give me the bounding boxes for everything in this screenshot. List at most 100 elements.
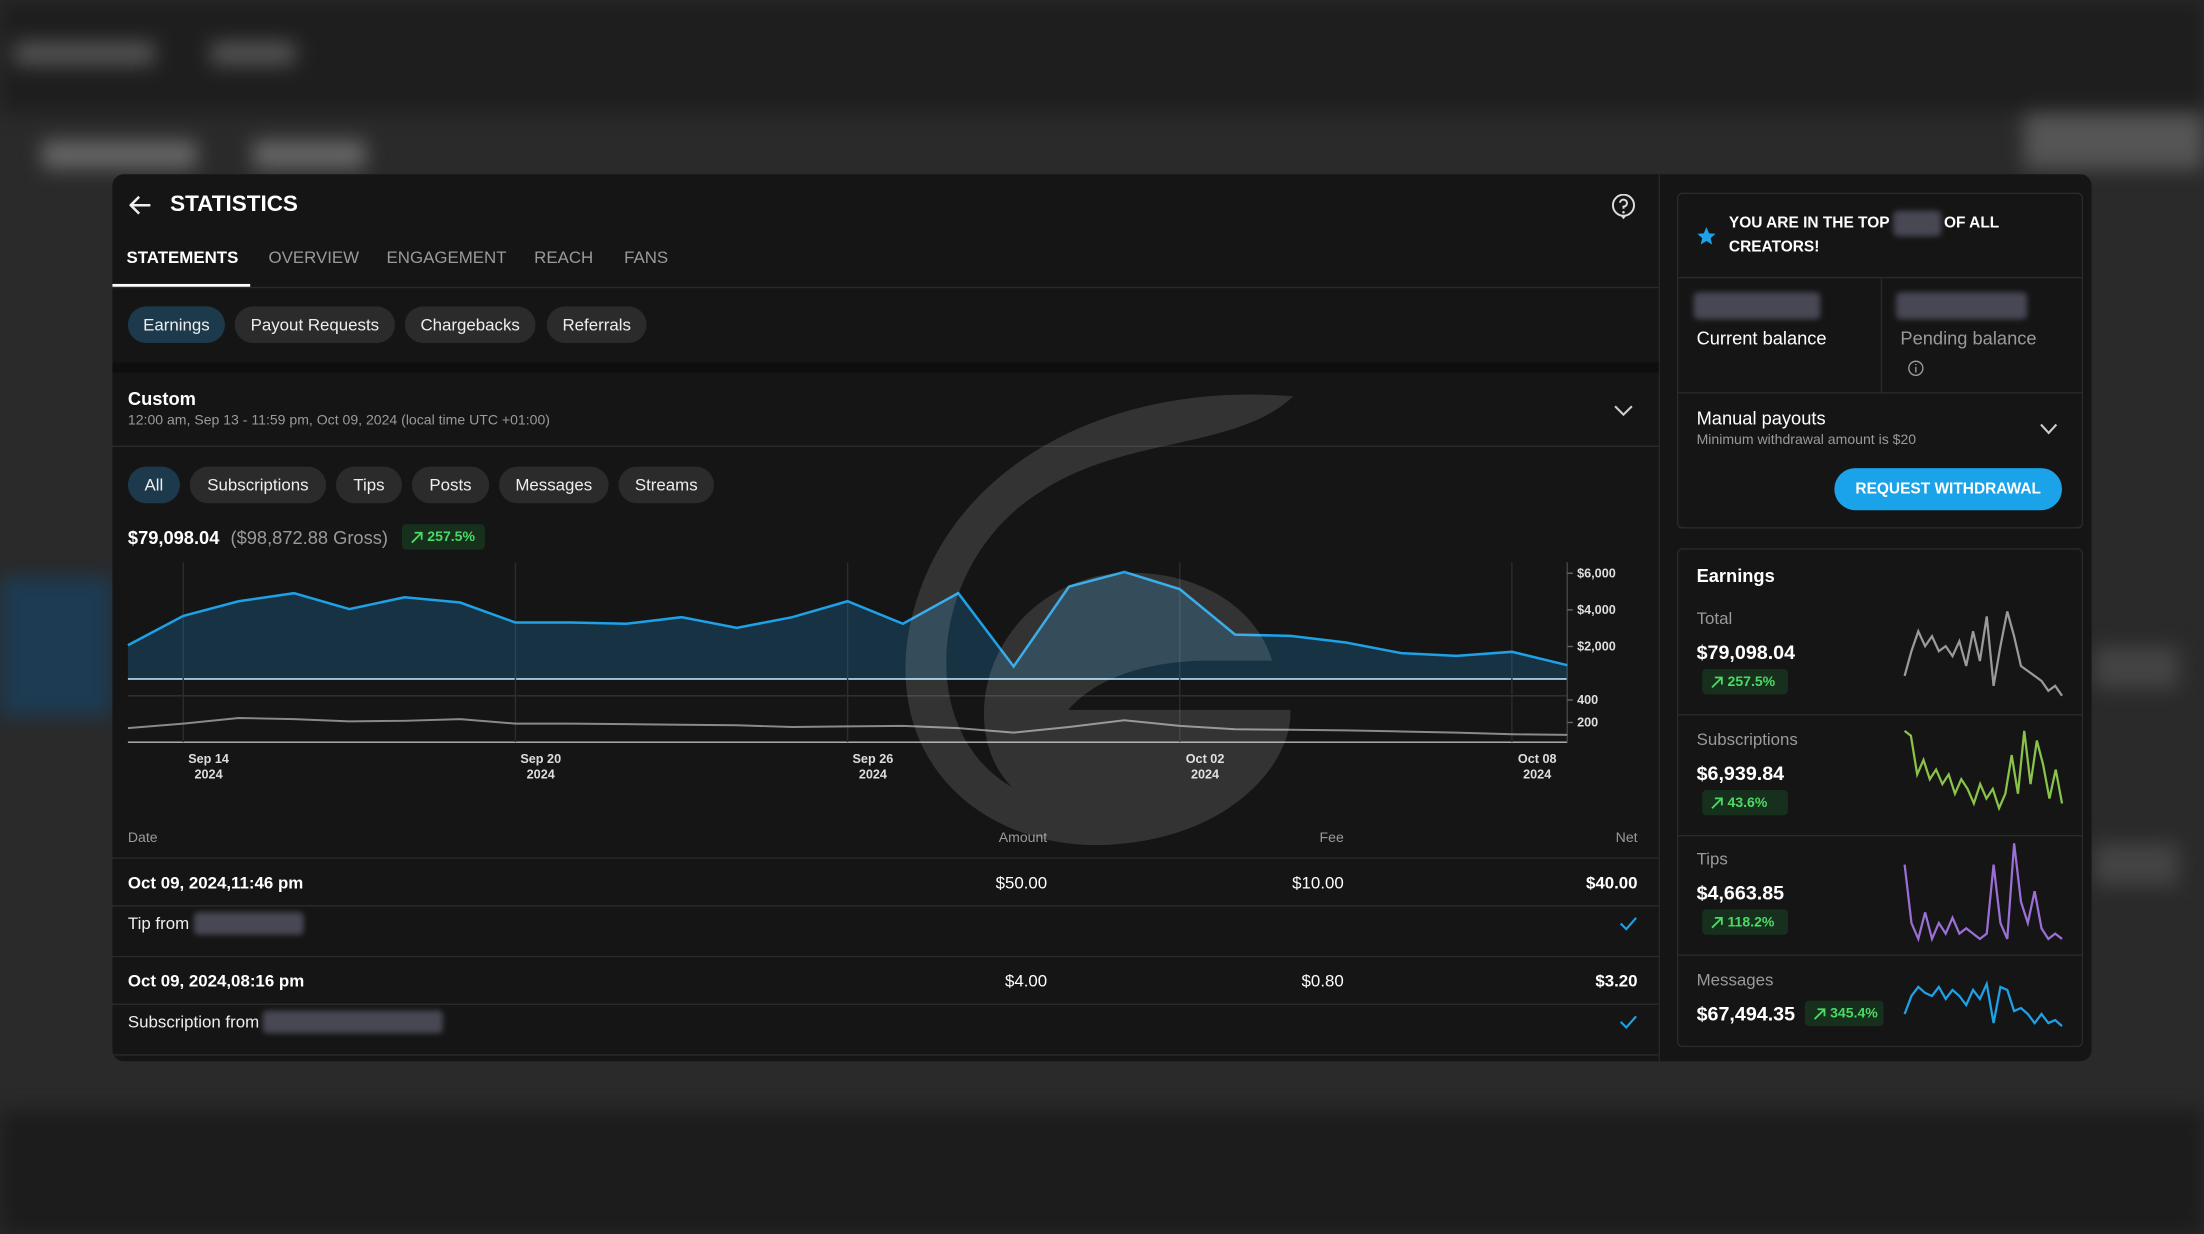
earnings-label: Total [1696,608,1733,629]
page-title: STATISTICS [170,192,298,217]
tab[interactable]: ENGAGEMENT [386,247,507,268]
row-amount: $4.00 [1004,971,1048,991]
divider [1676,954,2084,956]
change-value: 345.4% [1830,1005,1878,1022]
redacted [1896,292,2027,320]
row-net: $40.00 [1585,872,1638,893]
status-check [1619,1015,1637,1029]
blur-block [0,576,113,717]
change-value: 43.6% [1727,794,1768,811]
divider [1676,276,2084,279]
subtab[interactable]: Chargebacks [404,306,536,343]
filter[interactable]: Tips [335,466,403,504]
divider [112,445,1659,447]
blur-block [2094,646,2179,689]
up-arrow-icon [1711,675,1723,688]
rank-text: YOU ARE IN THE TOP [1728,214,1890,232]
balance-label: Current balance [1696,326,1827,348]
redacted [262,1010,443,1034]
earnings-label: Messages [1696,969,1774,990]
divider [112,286,1659,289]
column-header: Date [127,830,158,847]
filter[interactable]: Subscriptions [189,466,327,504]
star-icon [1697,227,1716,245]
change-badge: 257.5% [402,524,485,550]
earnings-title: Earnings [1696,564,1775,586]
redacted [1893,210,1942,237]
filter[interactable]: Streams [618,466,715,504]
rank-card [1676,192,2084,529]
up-arrow-icon [1711,796,1723,809]
row-fee: $10.00 [1292,872,1344,893]
row-amount: $50.00 [995,872,1048,893]
earnings-value: $4,663.85 [1696,881,1785,904]
status-check [1619,917,1637,931]
divider [112,955,1659,958]
earnings-value: $67,494.35 [1696,1002,1796,1025]
divider [1880,278,1883,393]
earnings-label: Subscriptions [1696,729,1798,750]
up-arrow-icon [411,531,423,543]
up-arrow-icon [1813,1007,1826,1020]
filter[interactable]: Posts [411,466,490,504]
row-note: Subscription from [127,1012,260,1032]
balance-label: Pending balance [1900,326,2037,348]
net-total: $79,098.04 [127,526,220,548]
divider [112,283,251,287]
change-badge: 345.4% [1804,1000,1884,1027]
blur-block [0,0,2204,113]
divider [112,1054,1659,1056]
change-badge: 43.6% [1702,789,1788,816]
row-date: Oct 09, 2024,08:16 pm [127,971,305,991]
subtab[interactable]: Earnings [127,306,225,343]
subtab[interactable]: Payout Requests [234,306,395,343]
blur-block [0,1110,2204,1234]
subtab[interactable]: Referrals [546,306,647,343]
filter[interactable]: Messages [498,466,609,504]
divider [1676,714,2084,716]
payouts-title: Manual payouts [1696,406,1826,429]
row-net: $3.20 [1595,971,1638,991]
filter[interactable]: All [127,466,180,504]
payouts-note: Minimum withdrawal amount is $20 [1696,432,1917,449]
divider [1676,834,2084,837]
column-header: Fee [1319,830,1344,847]
earnings-value: $79,098.04 [1696,640,1796,664]
change-badge: 257.5% [1702,669,1788,695]
info-icon [1908,360,1924,377]
gross-total: ($98,872.88 Gross) [230,526,388,548]
redacted [193,912,304,935]
earnings-value: $6,939.84 [1696,761,1785,785]
change-value: 118.2% [1727,914,1775,930]
divider [112,905,1659,907]
tab[interactable]: FANS [624,247,669,268]
panel-divider [1658,174,1661,1062]
payouts-chevron[interactable] [2040,423,2058,435]
up-arrow-icon [1711,916,1723,928]
tab[interactable]: STATEMENTS [126,247,239,268]
blur-block [42,140,197,169]
divider [1676,392,2084,394]
tab[interactable]: REACH [534,247,594,268]
row-note: Tip from [127,913,190,934]
earnings-card [1676,548,2084,1048]
back-button[interactable] [129,195,151,215]
column-header: Net [1615,830,1638,847]
blur-block [253,140,366,169]
divider [112,1003,1659,1006]
blur-block [2024,112,2204,169]
date-range-label: Custom [127,387,196,409]
withdraw-button[interactable]: REQUEST WITHDRAWAL [1834,468,2063,511]
date-range-detail: 12:00 am, Sep 13 - 11:59 pm, Oct 09, 202… [127,413,550,429]
help-button[interactable] [1611,193,1636,220]
change-value: 257.5% [427,529,475,545]
change-badge: 118.2% [1702,909,1788,935]
earnings-label: Tips [1696,848,1728,869]
row-fee: $0.80 [1301,971,1344,991]
tab[interactable]: OVERVIEW [268,247,360,268]
date-range-chevron[interactable] [1614,405,1634,418]
redacted [1693,292,1821,320]
